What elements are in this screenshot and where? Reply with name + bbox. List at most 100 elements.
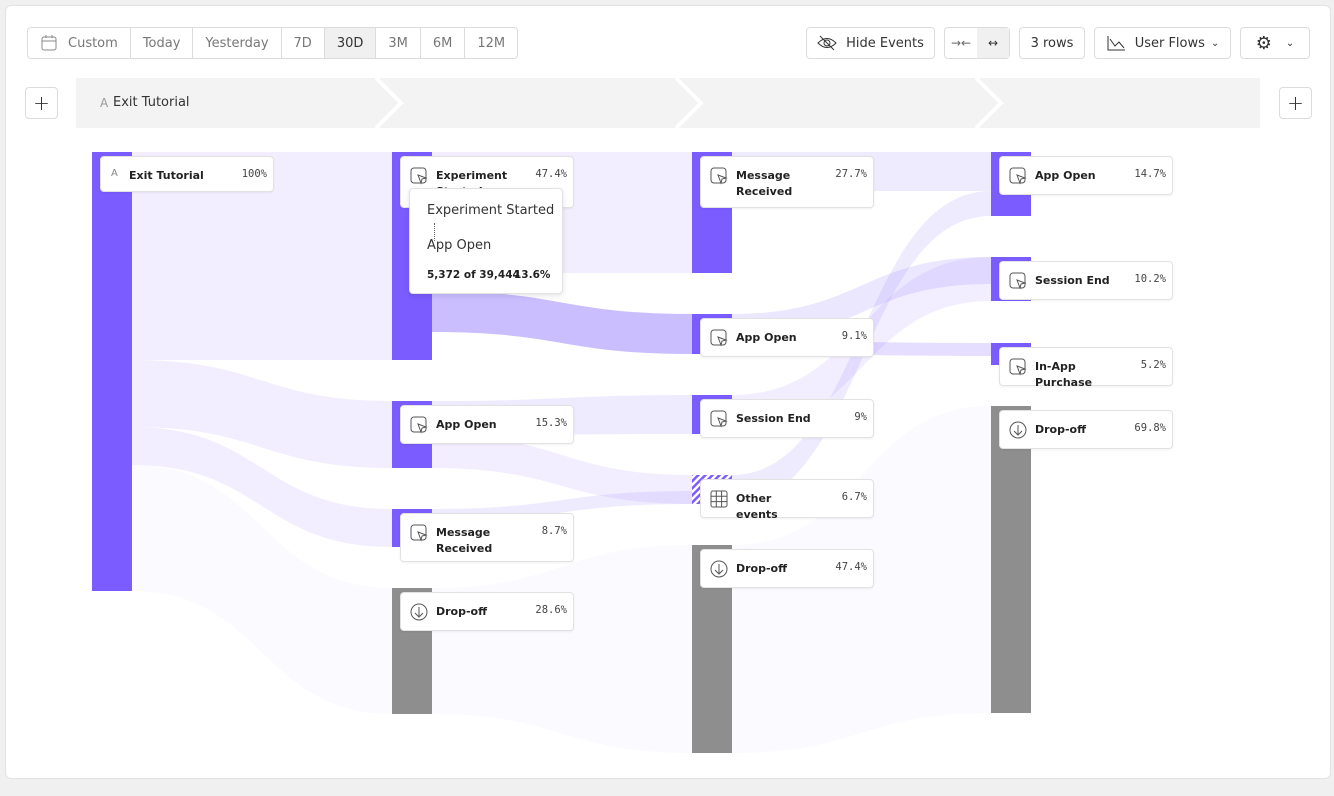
node-card[interactable]: Session End 10.2% (999, 261, 1173, 300)
node-percent: 9% (854, 411, 867, 423)
flow-band (432, 291, 692, 354)
tooltip-count: 5,372 of 39,444 (427, 269, 520, 281)
date-range-label: 12M (477, 35, 506, 51)
tooltip-from: Experiment Started (427, 203, 555, 218)
node-percent: 28.6% (535, 604, 567, 616)
add-step-button[interactable]: + (25, 87, 58, 119)
calendar-icon (41, 35, 57, 51)
node-label: Exit Tutorial (129, 169, 204, 182)
node-percent: 10.2% (1134, 273, 1166, 285)
node-icon (709, 328, 729, 348)
node-icon (709, 166, 729, 186)
view-button-label: User Flows (1134, 35, 1205, 51)
node-percent: 8.7% (541, 525, 567, 537)
node-label: Message Received (736, 169, 793, 198)
node-card[interactable]: App Open 9.1% (700, 318, 874, 357)
rows-button[interactable]: 3 rows (1019, 27, 1085, 59)
app: Custom Today Yesterday 7D 30D 3M 6M 12M Hide Eve… (5, 5, 1331, 779)
node-label: Other events (736, 492, 778, 521)
chart-icon (1107, 36, 1125, 51)
settings-button[interactable]: ⚙ ⌄ (1240, 27, 1310, 59)
node-percent: 47.4% (535, 168, 567, 180)
node-label: App Open (736, 331, 797, 344)
node-icon (409, 602, 429, 622)
date-range-button[interactable]: 7D (282, 28, 325, 58)
tooltip-to: App Open (427, 238, 492, 253)
tooltip-percent: 13.6% (514, 269, 551, 281)
date-range-label: 30D (336, 35, 364, 51)
date-range-button[interactable]: 12M (465, 28, 517, 58)
node-label: Message Received (436, 526, 493, 555)
chevron: ⌄ (1285, 37, 1295, 49)
node-icon (409, 415, 429, 435)
node-percent: 15.3% (535, 417, 567, 429)
flow-band (132, 360, 392, 468)
node-card[interactable]: App Open 14.7% (999, 156, 1173, 195)
collapse-icon[interactable]: →← (950, 36, 972, 50)
date-range-group: Custom Today Yesterday 7D 30D 3M 6M 12M (27, 27, 519, 59)
node-percent: 100% (241, 168, 267, 180)
node-icon (1008, 271, 1028, 291)
node-card[interactable]: Message Received 8.7% (400, 513, 574, 562)
node-icon (1008, 420, 1028, 440)
step-letter: A (100, 96, 109, 110)
rows-button-label: 3 rows (1030, 35, 1074, 51)
date-range-label: 3M (388, 35, 408, 51)
node-card[interactable]: In-App Purchase 5.2% (999, 347, 1173, 389)
node-label: App Open (436, 418, 497, 431)
node-badge: A (111, 168, 118, 179)
date-range-button[interactable]: 6M (421, 28, 466, 58)
expand-icon[interactable]: ↔ (977, 28, 1009, 58)
date-range-button[interactable]: Yesterday (193, 28, 282, 58)
node-card[interactable]: Drop-off 69.8% (999, 410, 1173, 449)
view-button[interactable]: User Flows ⌄ (1094, 27, 1231, 59)
node-icon (709, 489, 729, 509)
date-range-label: 6M (432, 35, 453, 51)
node-label: Drop-off (436, 605, 488, 618)
chevron: ⌄ (1210, 37, 1220, 49)
add-step-button[interactable]: + (1279, 87, 1312, 119)
node-percent: 5.2% (1140, 359, 1166, 371)
node-percent: 27.7% (835, 168, 867, 180)
date-range-button[interactable]: Custom (28, 28, 131, 58)
date-range-label: Today (142, 35, 181, 51)
node-card[interactable]: App Open 15.3% (400, 405, 574, 444)
date-range-label: Yesterday (205, 35, 269, 51)
node-card[interactable]: Drop-off 28.6% (400, 592, 574, 631)
date-range-button[interactable]: Today (131, 28, 194, 58)
node-card[interactable]: A Exit Tutorial 100% (100, 156, 274, 192)
node-card[interactable]: Session End 9% (700, 399, 874, 438)
flow-band (132, 427, 392, 547)
node-percent: 47.4% (835, 561, 867, 573)
eye-icon (817, 35, 837, 51)
flow-band (432, 435, 692, 504)
collapse-expand-group[interactable]: →← ↔ (944, 27, 1010, 59)
node-label: In-App Purchase (1035, 360, 1093, 389)
flow-band (132, 152, 392, 360)
date-range-button[interactable]: 3M (376, 28, 421, 58)
node-icon (709, 559, 729, 579)
tooltip: Experiment Started App Open 5,372 of 39,44… (409, 188, 563, 294)
step-label: Exit Tutorial (113, 95, 190, 110)
hide-events-button[interactable]: Hide Events (806, 27, 935, 59)
node-percent: 69.8% (1134, 422, 1166, 434)
node-percent: 14.7% (1134, 168, 1166, 180)
node-card[interactable]: Drop-off 47.4% (700, 549, 874, 588)
date-range-label: Custom (68, 35, 118, 51)
node-label: Drop-off (1035, 423, 1087, 436)
node-card[interactable]: Other events 6.7% (700, 479, 874, 521)
node-icon (409, 523, 429, 543)
node-percent: 9.1% (841, 330, 867, 342)
gear-icon: ⚙ (1255, 32, 1272, 54)
node-label: Session End (736, 412, 811, 425)
node-label: Drop-off (736, 562, 788, 575)
node-icon (1008, 166, 1028, 186)
date-range-button[interactable]: 30D (324, 28, 377, 58)
node-icon (409, 166, 429, 186)
node-label: Session End (1035, 274, 1110, 287)
hide-events-button-label: Hide Events (846, 35, 924, 51)
step-chevrons (374, 76, 1004, 130)
node-card[interactable]: Message Received 27.7% (700, 156, 874, 208)
node-percent: 6.7% (841, 491, 867, 503)
node-bar (92, 152, 132, 591)
